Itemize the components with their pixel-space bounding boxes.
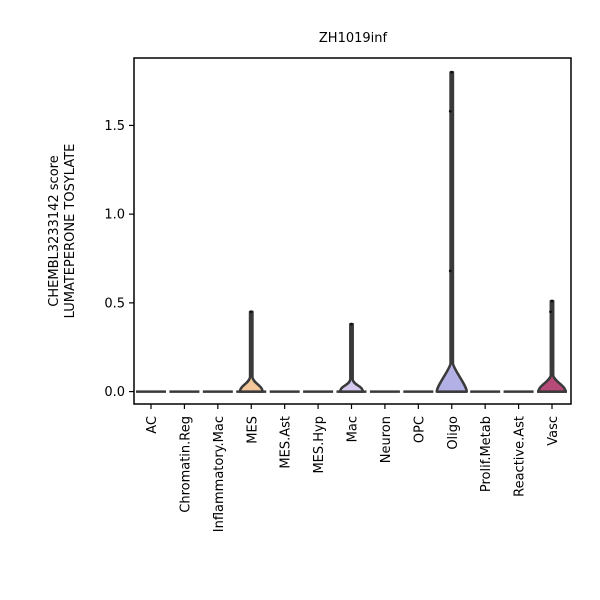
x-tick-label: Oligo	[446, 416, 461, 450]
outlier-point	[448, 109, 452, 113]
x-tick-label: Inflammatory.Mac	[212, 416, 227, 532]
y-tick-label: 1.0	[104, 208, 125, 223]
x-tick-label: Neuron	[379, 416, 394, 463]
outlier-point	[550, 299, 554, 303]
outlier-point	[549, 310, 552, 314]
violin-body	[339, 322, 364, 393]
x-tick-label: Reactive.Ast	[513, 416, 528, 497]
x-tick-label: Vasc	[546, 416, 561, 446]
x-tick-label: Chromatin.Reg	[178, 416, 193, 513]
outlier-point	[450, 70, 454, 74]
y-axis-label-line-1: CHEMBL3233142 score	[47, 155, 62, 306]
violin-body	[435, 70, 468, 393]
violin-body	[537, 299, 567, 393]
outlier-point	[350, 322, 353, 326]
plot-area: 0.0 0.5 1.0 1.5 AC Chromatin.Reg Inflammatory.…	[104, 70, 567, 532]
y-axis-label-line-2: LUMATEPERONE TOSYLATE	[63, 144, 78, 319]
x-tick-label: MES	[245, 416, 260, 444]
violin-body	[238, 310, 264, 393]
y-tick-label: 1.5	[104, 119, 125, 134]
x-tick-label: MES.Hyp	[312, 416, 327, 474]
outlier-point	[249, 310, 253, 314]
x-tick-label: Mac	[346, 416, 361, 442]
y-tick-label: 0.0	[104, 385, 125, 400]
outlier-point	[448, 269, 452, 273]
x-tick-label: OPC	[412, 416, 427, 443]
x-tick-label: AC	[145, 416, 160, 434]
x-tick-label: MES.Ast	[279, 416, 294, 469]
y-tick-label: 0.5	[104, 296, 125, 311]
y-axis-label: CHEMBL3233142 score LUMATEPERONE TOSYLAT…	[47, 144, 78, 319]
plot-frame	[133, 57, 572, 405]
x-tick-label: Prolif.Metab	[479, 416, 494, 492]
chart-title: ZH1019inf	[319, 31, 388, 46]
